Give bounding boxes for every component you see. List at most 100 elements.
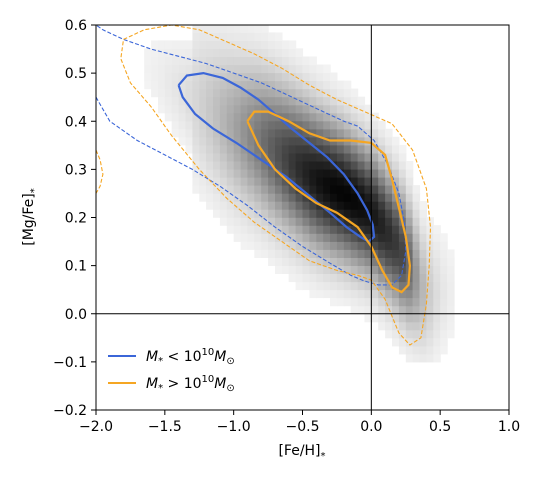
heatmap-cell [316,169,324,178]
heatmap-cell [281,209,290,218]
heatmap-cell [281,233,290,242]
heatmap-cell [295,120,304,130]
heatmap-cell [185,48,193,57]
heatmap-cell [151,64,159,74]
heatmap-cell [398,249,407,258]
heatmap-cell [240,112,249,122]
legend-low-sun: ⊙ [226,356,234,367]
heatmap-cell [268,185,276,194]
heatmap-cell [288,209,297,218]
heatmap-cell [330,289,338,299]
heatmap-cell [371,185,379,194]
heatmap-cell [426,217,434,226]
heatmap-cell [261,112,269,122]
heatmap-cell [268,56,276,66]
heatmap-cell [323,217,331,226]
heatmap-cell [206,104,214,114]
heatmap-cell [171,104,180,114]
heatmap-cell [392,201,400,210]
heatmap-cell [371,152,379,162]
heatmap-cell [309,80,317,90]
heatmap-cell [412,193,421,202]
heatmap-cell [288,144,297,154]
heatmap-cell [199,177,207,186]
heatmap-cell [357,112,366,122]
heatmap-cell [178,40,187,49]
heatmap-cell [288,104,297,114]
heatmap-cell [192,104,200,114]
heatmap-cell [330,273,338,283]
heatmap-cell [398,201,407,210]
heatmap-cell [302,104,310,114]
heatmap-cell [405,249,414,258]
heatmap-cell [302,265,310,274]
heatmap-cell [302,217,310,226]
heatmap-cell [350,201,359,210]
heatmap-cell [275,56,283,66]
contour-series-1-solid-0 [246,110,412,294]
heatmap-cell [240,96,249,106]
heatmap-cell [226,120,235,130]
heatmap-cell [213,88,221,98]
heatmap-cell [281,177,290,186]
heatmap-cell [247,136,255,146]
heatmap-cell [343,112,352,122]
heatmap-cell [240,241,249,250]
heatmap-cell [281,112,290,122]
heatmap-cell [392,161,400,170]
heatmap-cell [378,297,386,307]
heatmap-cell [405,353,414,363]
heatmap-cell [288,112,297,122]
heatmap-cell [330,217,338,226]
heatmap-cell [412,297,421,307]
heatmap-cell [392,305,400,315]
heatmap-cell [268,257,276,266]
heatmap-cell [385,217,393,226]
heatmap-cell [364,241,372,250]
heatmap-cell [219,209,228,218]
heatmap-cell [261,185,269,194]
heatmap-cell [185,40,193,49]
heatmap-cell [398,144,407,154]
heatmap-cell [226,56,235,66]
heatmap-cell [392,241,400,250]
heatmap-cell [419,249,427,258]
heatmap-cell [288,72,297,82]
heatmap-cell [309,201,317,210]
heatmap-cell [261,249,269,258]
heatmap-cell [412,217,421,226]
heatmap-cell [426,281,434,291]
heatmap-cell [213,25,221,33]
heatmap-cell [412,265,421,274]
x-tick-label: −1.5 [148,419,182,435]
heatmap-cell [226,128,235,138]
heatmap-cell [185,112,193,122]
heatmap-cell [440,321,448,331]
heatmap-cell [419,241,427,250]
heatmap-cell [398,313,407,323]
heatmap-cell [219,201,228,210]
y-axis-label-main: [Mg/Fe] [21,193,37,246]
heatmap-cell [357,128,366,138]
heatmap-cell [316,249,324,258]
heatmap-cell [302,161,310,170]
heatmap-cell [261,201,269,210]
heatmap-cell [268,193,276,202]
heatmap-cell [254,169,262,178]
heatmap-cell [433,313,441,323]
heatmap-cell [247,104,255,114]
heatmap-cell [275,80,283,90]
heatmap-cell [219,120,228,130]
heatmap-cell [412,353,421,363]
heatmap-cell [288,80,297,90]
heatmap-cell [275,209,283,218]
heatmap-cell [350,193,359,202]
heatmap-cell [378,225,386,234]
heatmap-cell [398,321,407,331]
heatmap-cell [233,233,242,242]
heatmap-cell [330,96,338,106]
heatmap-cell [309,185,317,194]
heatmap-cell [281,128,290,138]
heatmap-cell [206,112,214,122]
heatmap-cell [254,72,262,82]
